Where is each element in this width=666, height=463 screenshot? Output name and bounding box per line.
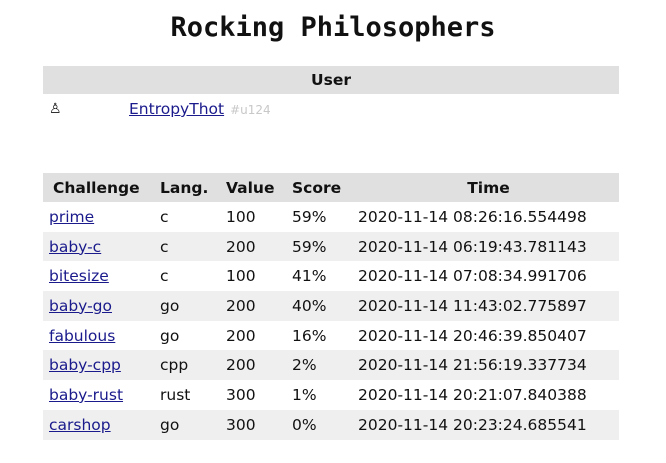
lang-cell: c (160, 237, 169, 256)
score-cell: 59% (292, 237, 327, 256)
table-row: fabulous go 200 16% 2020-11-14 20:46:39.8504… (43, 321, 619, 351)
lang-cell: go (160, 296, 180, 315)
challenge-link[interactable]: bitesize (49, 267, 109, 286)
table-row: carshop go 300 0% 2020-11-14 20:23:24.685541 (43, 409, 619, 440)
value-cell: 200 (226, 296, 256, 315)
challenge-cell: bitesize (43, 261, 160, 291)
value-cell: 100 (226, 207, 256, 226)
challenge-cell: baby-cpp (43, 350, 160, 380)
time-cell: 2020-11-14 20:21:07.840388 (358, 385, 587, 404)
time-cell: 2020-11-14 21:56:19.337734 (358, 356, 587, 375)
score-cell: 2% (292, 356, 317, 375)
value-cell: 300 (226, 385, 256, 404)
table-row: baby-rust rust 300 1% 2020-11-14 20:21:07.84… (43, 380, 619, 410)
challenge-cell: baby-c (43, 232, 160, 262)
time-cell: 2020-11-14 06:19:43.781143 (358, 237, 587, 256)
lang-cell: go (160, 415, 180, 434)
challenge-cell: baby-rust (43, 380, 160, 410)
challenge-link[interactable]: fabulous (49, 326, 116, 345)
column-header-score: Score (292, 173, 358, 202)
score-cell: 0% (292, 415, 317, 434)
score-cell: 40% (292, 296, 327, 315)
score-cell: 41% (292, 267, 327, 286)
page-title: Rocking Philosophers (170, 12, 496, 43)
challenges-table: Challenge Lang. Value Score Time prime c 1… (43, 173, 619, 440)
challenge-link[interactable]: baby-rust (49, 385, 124, 404)
time-cell: 2020-11-14 20:23:24.685541 (358, 415, 587, 434)
user-table: User ♙ EntropyThot #u124 (43, 66, 619, 124)
table-row: prime c 100 59% 2020-11-14 08:26:16.554498 (43, 202, 619, 232)
challenge-link[interactable]: baby-c (49, 237, 102, 256)
lang-cell: c (160, 267, 169, 286)
user-id: #u124 (230, 103, 271, 117)
challenge-link[interactable]: carshop (49, 415, 111, 434)
challenge-link[interactable]: baby-cpp (49, 356, 121, 375)
time-cell: 2020-11-14 20:46:39.850407 (358, 326, 587, 345)
score-cell: 59% (292, 207, 327, 226)
value-cell: 200 (226, 326, 256, 345)
user-row: ♙ EntropyThot #u124 (43, 94, 619, 124)
lang-cell: rust (160, 385, 191, 404)
user-header: User (43, 66, 619, 94)
value-cell: 100 (226, 267, 256, 286)
column-header-time: Time (358, 173, 619, 202)
challenge-cell: prime (43, 202, 160, 232)
table-row: baby-go go 200 40% 2020-11-14 11:43:02.77589… (43, 291, 619, 321)
lang-cell: cpp (160, 356, 189, 375)
time-cell: 2020-11-14 11:43:02.775897 (358, 296, 587, 315)
value-cell: 200 (226, 356, 256, 375)
score-cell: 1% (292, 385, 317, 404)
column-header-lang: Lang. (160, 173, 226, 202)
time-cell: 2020-11-14 08:26:16.554498 (358, 207, 587, 226)
lang-cell: c (160, 207, 169, 226)
value-cell: 200 (226, 237, 256, 256)
challenge-cell: carshop (43, 410, 160, 440)
challenge-cell: fabulous (43, 321, 160, 351)
value-cell: 300 (226, 415, 256, 434)
score-cell: 16% (292, 326, 327, 345)
challenge-cell: baby-go (43, 291, 160, 321)
time-cell: 2020-11-14 07:08:34.991706 (358, 267, 587, 286)
table-row: baby-c c 200 59% 2020-11-14 06:19:43.781143 (43, 231, 619, 262)
pawn-icon: ♙ (49, 101, 62, 117)
lang-cell: go (160, 326, 180, 345)
challenge-link[interactable]: prime (49, 207, 95, 226)
user-name-link[interactable]: EntropyThot (129, 100, 225, 118)
table-row: bitesize c 100 41% 2020-11-14 07:08:34.99170… (43, 261, 619, 291)
challenge-link[interactable]: baby-go (49, 296, 112, 315)
table-row: baby-cpp cpp 200 2% 2020-11-14 21:56:19.3377… (43, 350, 619, 381)
column-header-value: Value (226, 173, 292, 202)
column-header-challenge: Challenge (43, 173, 160, 202)
